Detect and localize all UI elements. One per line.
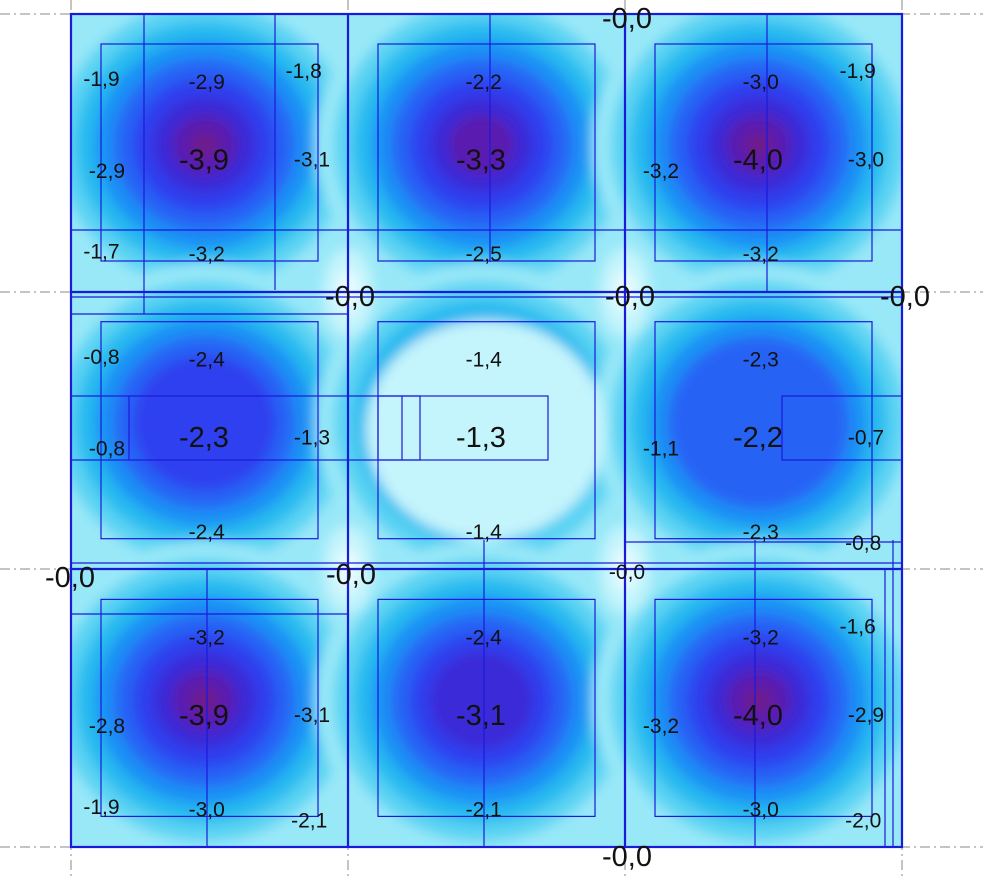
- support-label-row1-mid: -0,0: [605, 281, 655, 313]
- contour-band: [744, 132, 773, 157]
- cell-value-center: -2,2: [733, 422, 783, 454]
- structure-frame: [69, 12, 904, 849]
- contour-band: [133, 355, 276, 491]
- cell-value-south: -3,2: [743, 243, 779, 266]
- cell-value-ne: -1,8: [286, 60, 322, 83]
- cell-value-se: -2,1: [291, 810, 327, 833]
- frame-rect: [377, 43, 596, 262]
- cell-value-north: -2,3: [743, 349, 779, 372]
- cell-value-north: -1,4: [466, 349, 503, 372]
- cell-value-east: -2,9: [848, 704, 884, 727]
- support-label-row2-left: -0,0: [45, 562, 95, 594]
- cell-value-west: -3,2: [643, 715, 679, 738]
- cell-value-north: -2,9: [189, 71, 225, 94]
- cell-value-center: -3,3: [456, 145, 506, 177]
- contour-field: [71, 14, 902, 847]
- cell-value-sw: -1,7: [83, 240, 119, 263]
- cell-value-nw: -0,8: [83, 346, 119, 369]
- cell-value-east: -3,0: [848, 149, 884, 172]
- cell-value-center: -2,3: [179, 422, 229, 454]
- cell-value-west: -2,9: [89, 160, 125, 183]
- contour-band: [366, 320, 606, 540]
- support-label-row2-mid: -0,0: [326, 559, 376, 591]
- cell-value-se: -0,8: [845, 532, 881, 555]
- frame-rect: [100, 43, 319, 262]
- cell-value-se: -2,0: [845, 810, 881, 833]
- contour-band: [448, 114, 515, 176]
- frame-rect: [654, 598, 873, 818]
- contour-band: [429, 651, 534, 750]
- support-label-row2-right: -0,0: [609, 561, 645, 584]
- cell-value-east: -0,7: [848, 426, 884, 449]
- cell-value-north: -3,2: [743, 626, 779, 649]
- cell-value-west: -0,8: [89, 438, 125, 461]
- cell-value-nw: -1,9: [83, 68, 119, 91]
- frame-rect: [100, 321, 319, 540]
- frame-rect: [781, 395, 903, 461]
- support-label-top: -0,0: [602, 3, 652, 35]
- contour-band: [744, 688, 773, 713]
- cell-value-south: -2,3: [743, 521, 779, 544]
- cell-value-center: -3,9: [179, 145, 229, 177]
- contour-band: [668, 336, 849, 509]
- cell-value-east: -3,1: [294, 149, 330, 172]
- cell-value-center: -4,0: [733, 145, 783, 177]
- cell-value-center: -4,0: [733, 700, 783, 732]
- cell-value-south: -2,4: [189, 521, 226, 544]
- cell-value-ne: -1,9: [840, 60, 876, 83]
- cell-value-center: -3,1: [456, 700, 506, 732]
- frame-rect: [654, 321, 873, 540]
- value-labels: -3,9 -2,9 -3,2 -2,9 -3,1 -1,9 -1,8 -1,7 -3,3 -2,2…: [45, 3, 930, 873]
- cell-value-south: -2,1: [466, 799, 502, 822]
- cell-value-sw: -1,9: [83, 796, 119, 819]
- support-label-row1-right: -0,0: [880, 281, 930, 313]
- frame-rect: [377, 395, 549, 461]
- cell-value-east: -1,3: [294, 426, 330, 449]
- frame-rect: [100, 598, 319, 818]
- cell-value-north: -3,0: [743, 71, 779, 94]
- frame-rect: [377, 598, 596, 818]
- cell-value-west: -1,1: [643, 438, 679, 461]
- cell-value-north: -2,4: [189, 349, 226, 372]
- cell-value-west: -2,8: [89, 715, 125, 738]
- support-label-row1-left: -0,0: [325, 281, 375, 313]
- contour-band: [190, 688, 219, 713]
- cell-value-south: -3,0: [743, 799, 779, 822]
- frame-rect: [654, 43, 873, 262]
- cell-value-south: -1,4: [466, 521, 503, 544]
- cell-value-west: -3,2: [643, 160, 679, 183]
- cell-value-south: -3,2: [189, 243, 225, 266]
- support-label-bottom: -0,0: [602, 841, 652, 873]
- cell-value-east: -3,1: [294, 704, 330, 727]
- cell-value-north: -2,4: [466, 626, 503, 649]
- cell-value-ne: -1,6: [840, 615, 876, 638]
- cell-value-center: -1,3: [456, 422, 506, 454]
- frame-rect: [70, 395, 421, 461]
- contour-band: [190, 132, 219, 157]
- cell-value-south: -3,0: [189, 799, 225, 822]
- cell-value-south: -2,5: [466, 243, 502, 266]
- cell-value-center: -3,9: [179, 700, 229, 732]
- cell-value-north: -3,2: [189, 626, 225, 649]
- cell-value-north: -2,2: [466, 71, 502, 94]
